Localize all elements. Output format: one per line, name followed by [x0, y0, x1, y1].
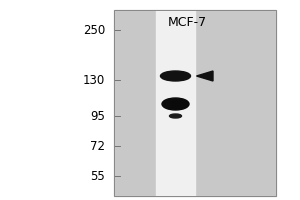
Text: 250: 250 [83, 23, 105, 36]
Bar [156, 10, 195, 196]
Bar [114, 10, 276, 196]
Bar [114, 10, 276, 196]
Polygon shape [196, 71, 213, 81]
Text: MCF-7: MCF-7 [168, 16, 207, 29]
Text: 55: 55 [90, 170, 105, 182]
Ellipse shape [160, 71, 190, 81]
Text: 72: 72 [90, 140, 105, 152]
Ellipse shape [162, 98, 189, 110]
Text: 130: 130 [83, 73, 105, 86]
Text: 95: 95 [90, 110, 105, 122]
Ellipse shape [169, 114, 181, 118]
